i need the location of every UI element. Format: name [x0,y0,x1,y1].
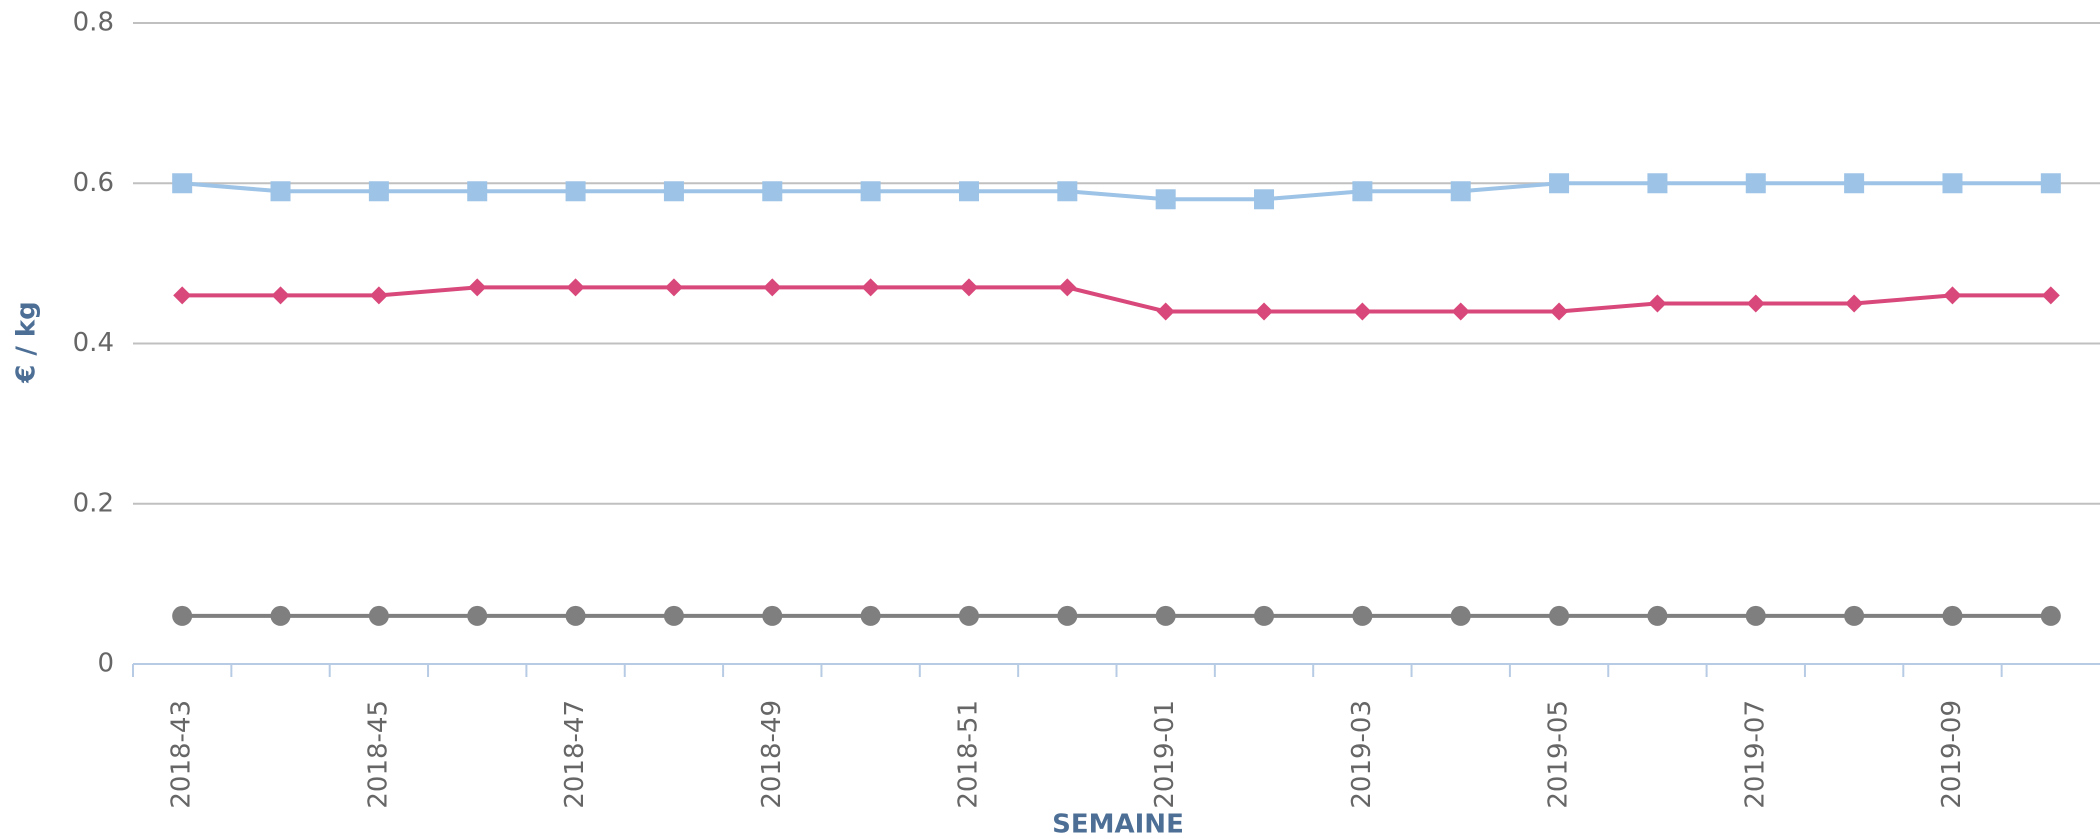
marker [663,605,684,626]
marker [173,286,192,305]
marker [1254,189,1275,210]
marker [1353,302,1372,321]
marker [2040,173,2061,194]
y-tick-label: 0 [97,649,114,679]
marker [270,605,291,626]
marker [467,605,488,626]
marker [1550,302,1569,321]
x-tick-label: 2018-51 [953,700,983,809]
marker [369,286,388,305]
y-tick-label: 0.6 [73,168,114,198]
x-tick-label: 2019-07 [1740,700,1770,809]
marker [1745,173,1766,194]
marker [1844,605,1865,626]
marker [468,278,487,297]
marker [1450,605,1471,626]
marker [1352,605,1373,626]
marker [1155,189,1176,210]
marker [2041,286,2060,305]
marker [1549,173,1570,194]
marker [1058,278,1077,297]
marker [1156,302,1175,321]
series-line [182,285,2051,314]
marker [467,181,488,202]
marker [958,605,979,626]
marker [1647,605,1668,626]
marker [763,278,782,297]
marker [762,605,783,626]
marker [1255,302,1274,321]
marker [1746,294,1765,313]
marker [271,286,290,305]
y-tick-label: 0.2 [73,488,114,518]
marker [1155,605,1176,626]
marker [861,278,880,297]
marker [762,181,783,202]
marker [663,181,684,202]
marker [1057,181,1078,202]
marker [1745,605,1766,626]
x-tick-label: 2018-45 [363,700,393,809]
marker [565,181,586,202]
y-tick-label: 0.8 [73,8,114,38]
marker [270,181,291,202]
marker [1451,302,1470,321]
marker [958,181,979,202]
x-tick-label: 2018-47 [560,700,590,809]
marker [1844,173,1865,194]
x-tick-label: 2018-49 [757,700,787,809]
marker [860,605,881,626]
marker [172,605,193,626]
marker [1254,605,1275,626]
x-tick-label: 2019-09 [1937,700,1967,809]
marker [368,605,389,626]
marker [565,605,586,626]
marker [1352,181,1373,202]
x-tick-label: 2018-43 [167,700,197,809]
marker [1057,605,1078,626]
series-line [182,181,2051,202]
marker [1845,294,1864,313]
y-tick-label: 0.4 [73,328,114,358]
marker [664,278,683,297]
marker [860,181,881,202]
marker [566,278,585,297]
marker [1450,181,1471,202]
marker [1648,294,1667,313]
marker [1942,173,1963,194]
x-tick-label: 2019-05 [1544,700,1574,809]
marker [172,173,193,194]
x-tick-label: 2019-03 [1347,700,1377,809]
marker [1647,173,1668,194]
marker [368,181,389,202]
marker [2040,605,2061,626]
marker [1549,605,1570,626]
x-axis-title: SEMAINE [1052,810,1184,839]
x-tick-label: 2019-01 [1150,700,1180,809]
y-axis-title: € / kg [12,301,42,384]
marker [959,278,978,297]
marker [1942,605,1963,626]
marker [1943,286,1962,305]
